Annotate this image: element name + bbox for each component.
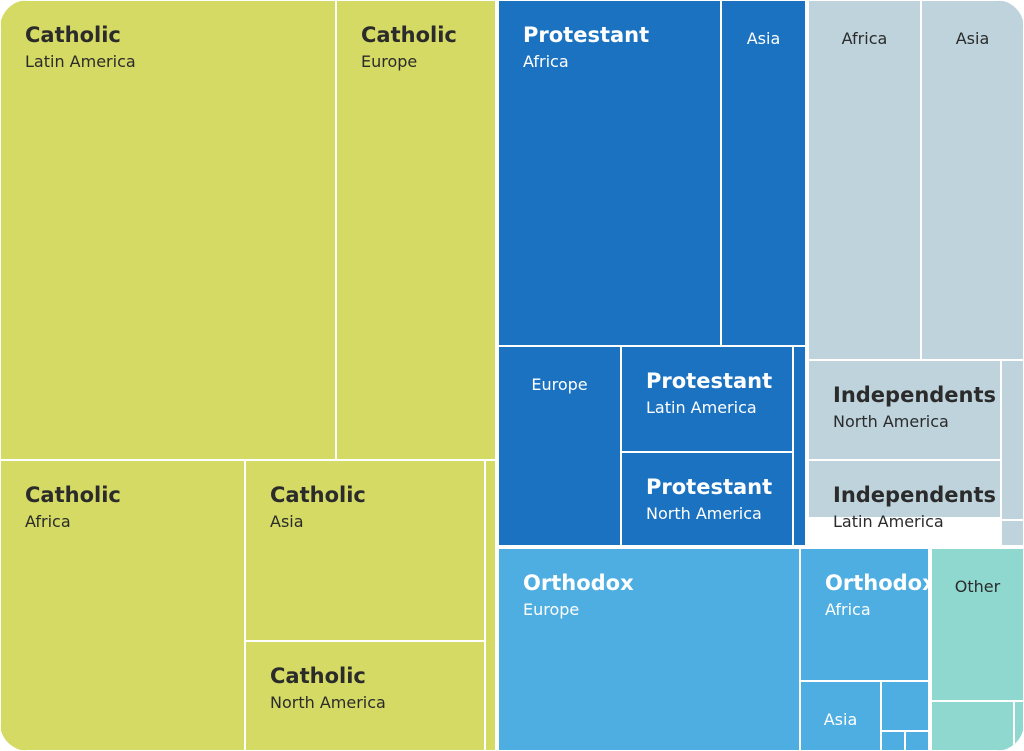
- tile-subtitle: North America: [646, 504, 762, 523]
- tile-catholic-europe: Catholic Europe: [336, 0, 496, 460]
- tile-protestant-europe: Europe: [498, 346, 621, 546]
- tile-independents-africa: Africa: [808, 0, 921, 360]
- tile-title: Protestant: [646, 369, 773, 393]
- tile-orthodox-23: [905, 731, 929, 751]
- tile-label: Europe: [531, 375, 588, 394]
- tile-catholic-africa: Catholic Africa: [0, 460, 245, 751]
- tile-subtitle: Latin America: [833, 512, 944, 531]
- tile-independents-asia: Asia: [921, 0, 1024, 360]
- tile-label: Africa: [841, 29, 888, 48]
- tile-other-26: [1014, 701, 1024, 751]
- tile-title: Catholic: [270, 664, 366, 688]
- tile-orthodox-europe: Orthodox Europe: [498, 548, 800, 751]
- tile-title: Protestant: [646, 475, 773, 499]
- tile-protestant-north-america: Protestant North America: [621, 452, 793, 546]
- tile-title: Catholic: [25, 23, 121, 47]
- tile-subtitle: Africa: [25, 512, 71, 531]
- tile-subtitle: Europe: [523, 600, 580, 619]
- tile-independents-latin-america: Independents Latin America: [808, 460, 1001, 531]
- tile-protestant-africa: Protestant Africa: [498, 0, 721, 346]
- tile-independents-16: [1001, 360, 1024, 520]
- tile-label: Other: [954, 577, 1001, 596]
- tile-title: Protestant: [523, 23, 650, 47]
- tile-subtitle: North America: [833, 412, 949, 431]
- tile-subtitle: Asia: [270, 512, 304, 531]
- tile-orthodox-asia: Asia: [800, 681, 881, 751]
- tile-catholic-asia: Catholic Asia: [245, 460, 485, 641]
- tile-catholic-5: [485, 460, 496, 751]
- tile-title: Catholic: [25, 483, 121, 507]
- tile-other-24: Other: [931, 548, 1024, 701]
- tile-subtitle: Africa: [825, 600, 871, 619]
- tile-catholic-north-america: Catholic North America: [245, 641, 485, 751]
- tile-orthodox-22: [881, 731, 905, 751]
- tile-subtitle: North America: [270, 693, 386, 712]
- tile-independents-17: [1001, 520, 1024, 546]
- tile-subtitle: Latin America: [646, 398, 757, 417]
- tile-title: Catholic: [270, 483, 366, 507]
- tile-title: Catholic: [361, 23, 457, 47]
- tile-subtitle: Africa: [523, 52, 569, 71]
- tile-catholic-latin-america: Catholic Latin America: [0, 0, 336, 460]
- tile-independents-north-america: Independents North America: [808, 360, 1001, 460]
- tile-title: Independents: [833, 483, 997, 507]
- tile-title: Orthodox: [825, 571, 936, 595]
- tile-label: Asia: [746, 29, 781, 48]
- tile-subtitle: Latin America: [25, 52, 136, 71]
- tile-title: Independents: [833, 383, 997, 407]
- tile-label: Asia: [823, 710, 858, 729]
- tile-orthodox-21: [881, 681, 929, 731]
- tile-protestant-latin-america: Protestant Latin America: [621, 346, 793, 452]
- tile-other-25: [931, 701, 1014, 751]
- tile-subtitle: Europe: [361, 52, 418, 71]
- tile-label: Asia: [955, 29, 990, 48]
- tile-protestant-11: [793, 346, 806, 546]
- tile-orthodox-africa: Orthodox Africa: [800, 548, 936, 681]
- tile-protestant-asia: Asia: [721, 0, 806, 346]
- tile-title: Orthodox: [523, 571, 634, 595]
